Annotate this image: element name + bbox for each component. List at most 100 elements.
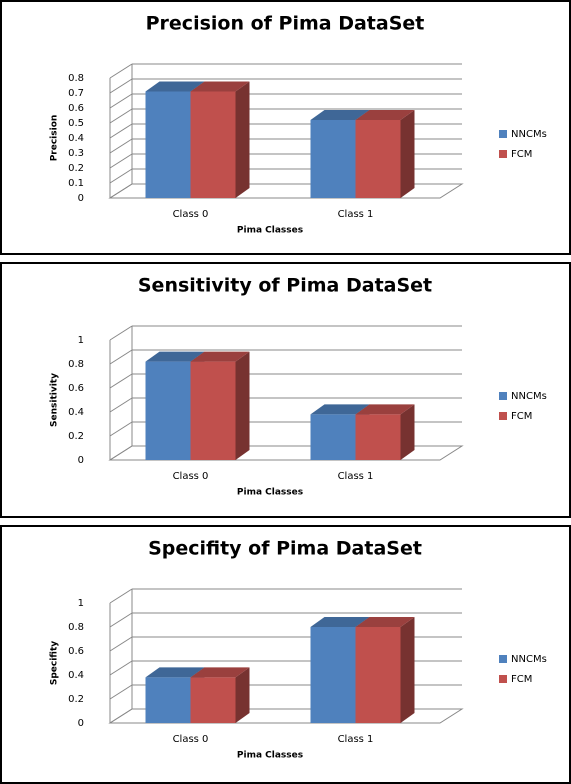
chart-title: Sensitivity of Pima DataSet [138,275,432,297]
legend-swatch [499,655,507,663]
grid-line [109,325,133,341]
y-tick-label: 0.3 [68,148,84,159]
grid-line [109,708,133,724]
bar [145,677,191,723]
y-tick-label: 1 [78,335,84,346]
y-tick-label: 0.5 [68,118,84,129]
chart-panel: Sensitivity of Pima DataSet Sensitivity Pi… [0,262,571,518]
y-tick-label: 0.6 [68,646,84,657]
y-tick-label: 0.6 [68,383,84,394]
bar [355,120,401,198]
bar [145,361,191,460]
grid-line [109,349,133,365]
grid-line [109,168,133,184]
legend-swatch [499,412,507,420]
y-tick-label: 0.8 [68,622,84,633]
grid-line [109,636,133,652]
grid-line [109,588,133,604]
bar-top [355,404,415,415]
bar [355,414,401,460]
x-tick-label: Class 1 [338,734,374,745]
y-tick-label: 0 [78,718,84,729]
x-tick-label: Class 0 [173,471,209,482]
legend-swatch [499,392,507,400]
grid-line [109,153,133,169]
grid-line [109,123,133,139]
grid-line [109,63,133,79]
bar [190,91,236,198]
bar-top [145,667,205,678]
bar-top [310,617,370,627]
grid-line [109,183,133,199]
grid-line [109,445,133,461]
chart-panel: Precision of Pima DataSet Precision Pima C… [0,0,571,255]
legend-label: FCM [511,411,532,422]
y-tick-label: 0.8 [68,73,84,84]
y-tick-label: 1 [78,598,84,609]
legend-label: NNCMs [511,391,547,402]
chart-title: Precision of Pima DataSet [146,13,425,35]
x-tick-label: Class 1 [338,209,374,220]
y-tick-label: 0.2 [68,163,84,174]
bar-top [355,110,415,120]
y-tick-label: 0.4 [68,670,84,681]
bar-top [190,81,250,92]
legend-label: FCM [511,674,532,685]
y-tick-label: 0.4 [68,133,84,144]
grid-line [109,660,133,676]
grid-line [109,397,133,413]
y-tick-label: 0.1 [68,178,84,189]
chart: Sensitivity of Pima DataSet Sensitivity Pi… [50,275,547,498]
bar [355,627,401,723]
bar-top [310,404,370,415]
grid-line [109,78,133,94]
x-axis-label: Pima Classes [237,488,303,498]
bar-top [190,351,250,362]
y-tick-label: 0 [78,455,84,466]
bar [190,361,236,460]
bar-side [235,351,250,460]
y-tick-label: 0.2 [68,431,84,442]
chart: Precision of Pima DataSet Precision Pima C… [50,13,547,236]
chart-title: Specifity of Pima DataSet [148,538,422,560]
y-tick-label: 0.2 [68,694,84,705]
bar [310,414,356,460]
grid-line [109,373,133,389]
legend-swatch [499,130,507,138]
legend-label: FCM [511,149,532,160]
y-axis-label: Sensitivity [50,373,60,427]
bar-top [310,110,370,120]
bar-side [400,110,415,198]
x-axis-label: Pima Classes [237,751,303,761]
x-tick-label: Class 0 [173,209,209,220]
chart-panel: Specifity of Pima DataSet Specifity Pima C… [0,525,571,784]
grid-line [109,684,133,700]
bar-side [235,667,250,723]
y-axis-label: Precision [50,115,60,162]
bar-top [145,81,205,92]
grid-line [109,108,133,124]
x-tick-label: Class 0 [173,734,209,745]
legend-swatch [499,675,507,683]
legend-swatch [499,150,507,158]
bar-side [400,617,415,723]
x-tick-label: Class 1 [338,471,374,482]
y-axis-label: Specifity [50,641,60,685]
bar-side [400,404,415,460]
bar-top [355,617,415,627]
chart: Specifity of Pima DataSet Specifity Pima C… [50,538,547,761]
bar [190,677,236,723]
y-tick-label: 0.7 [68,88,84,99]
y-tick-label: 0.8 [68,359,84,370]
y-tick-label: 0 [78,193,84,204]
bar [310,120,356,198]
grid-line [109,93,133,109]
bar-top [145,351,205,362]
bar-side [235,81,250,198]
grid-line [109,421,133,437]
bar [145,91,191,198]
y-tick-label: 0.4 [68,407,84,418]
bar [310,627,356,723]
legend-label: NNCMs [511,129,547,140]
